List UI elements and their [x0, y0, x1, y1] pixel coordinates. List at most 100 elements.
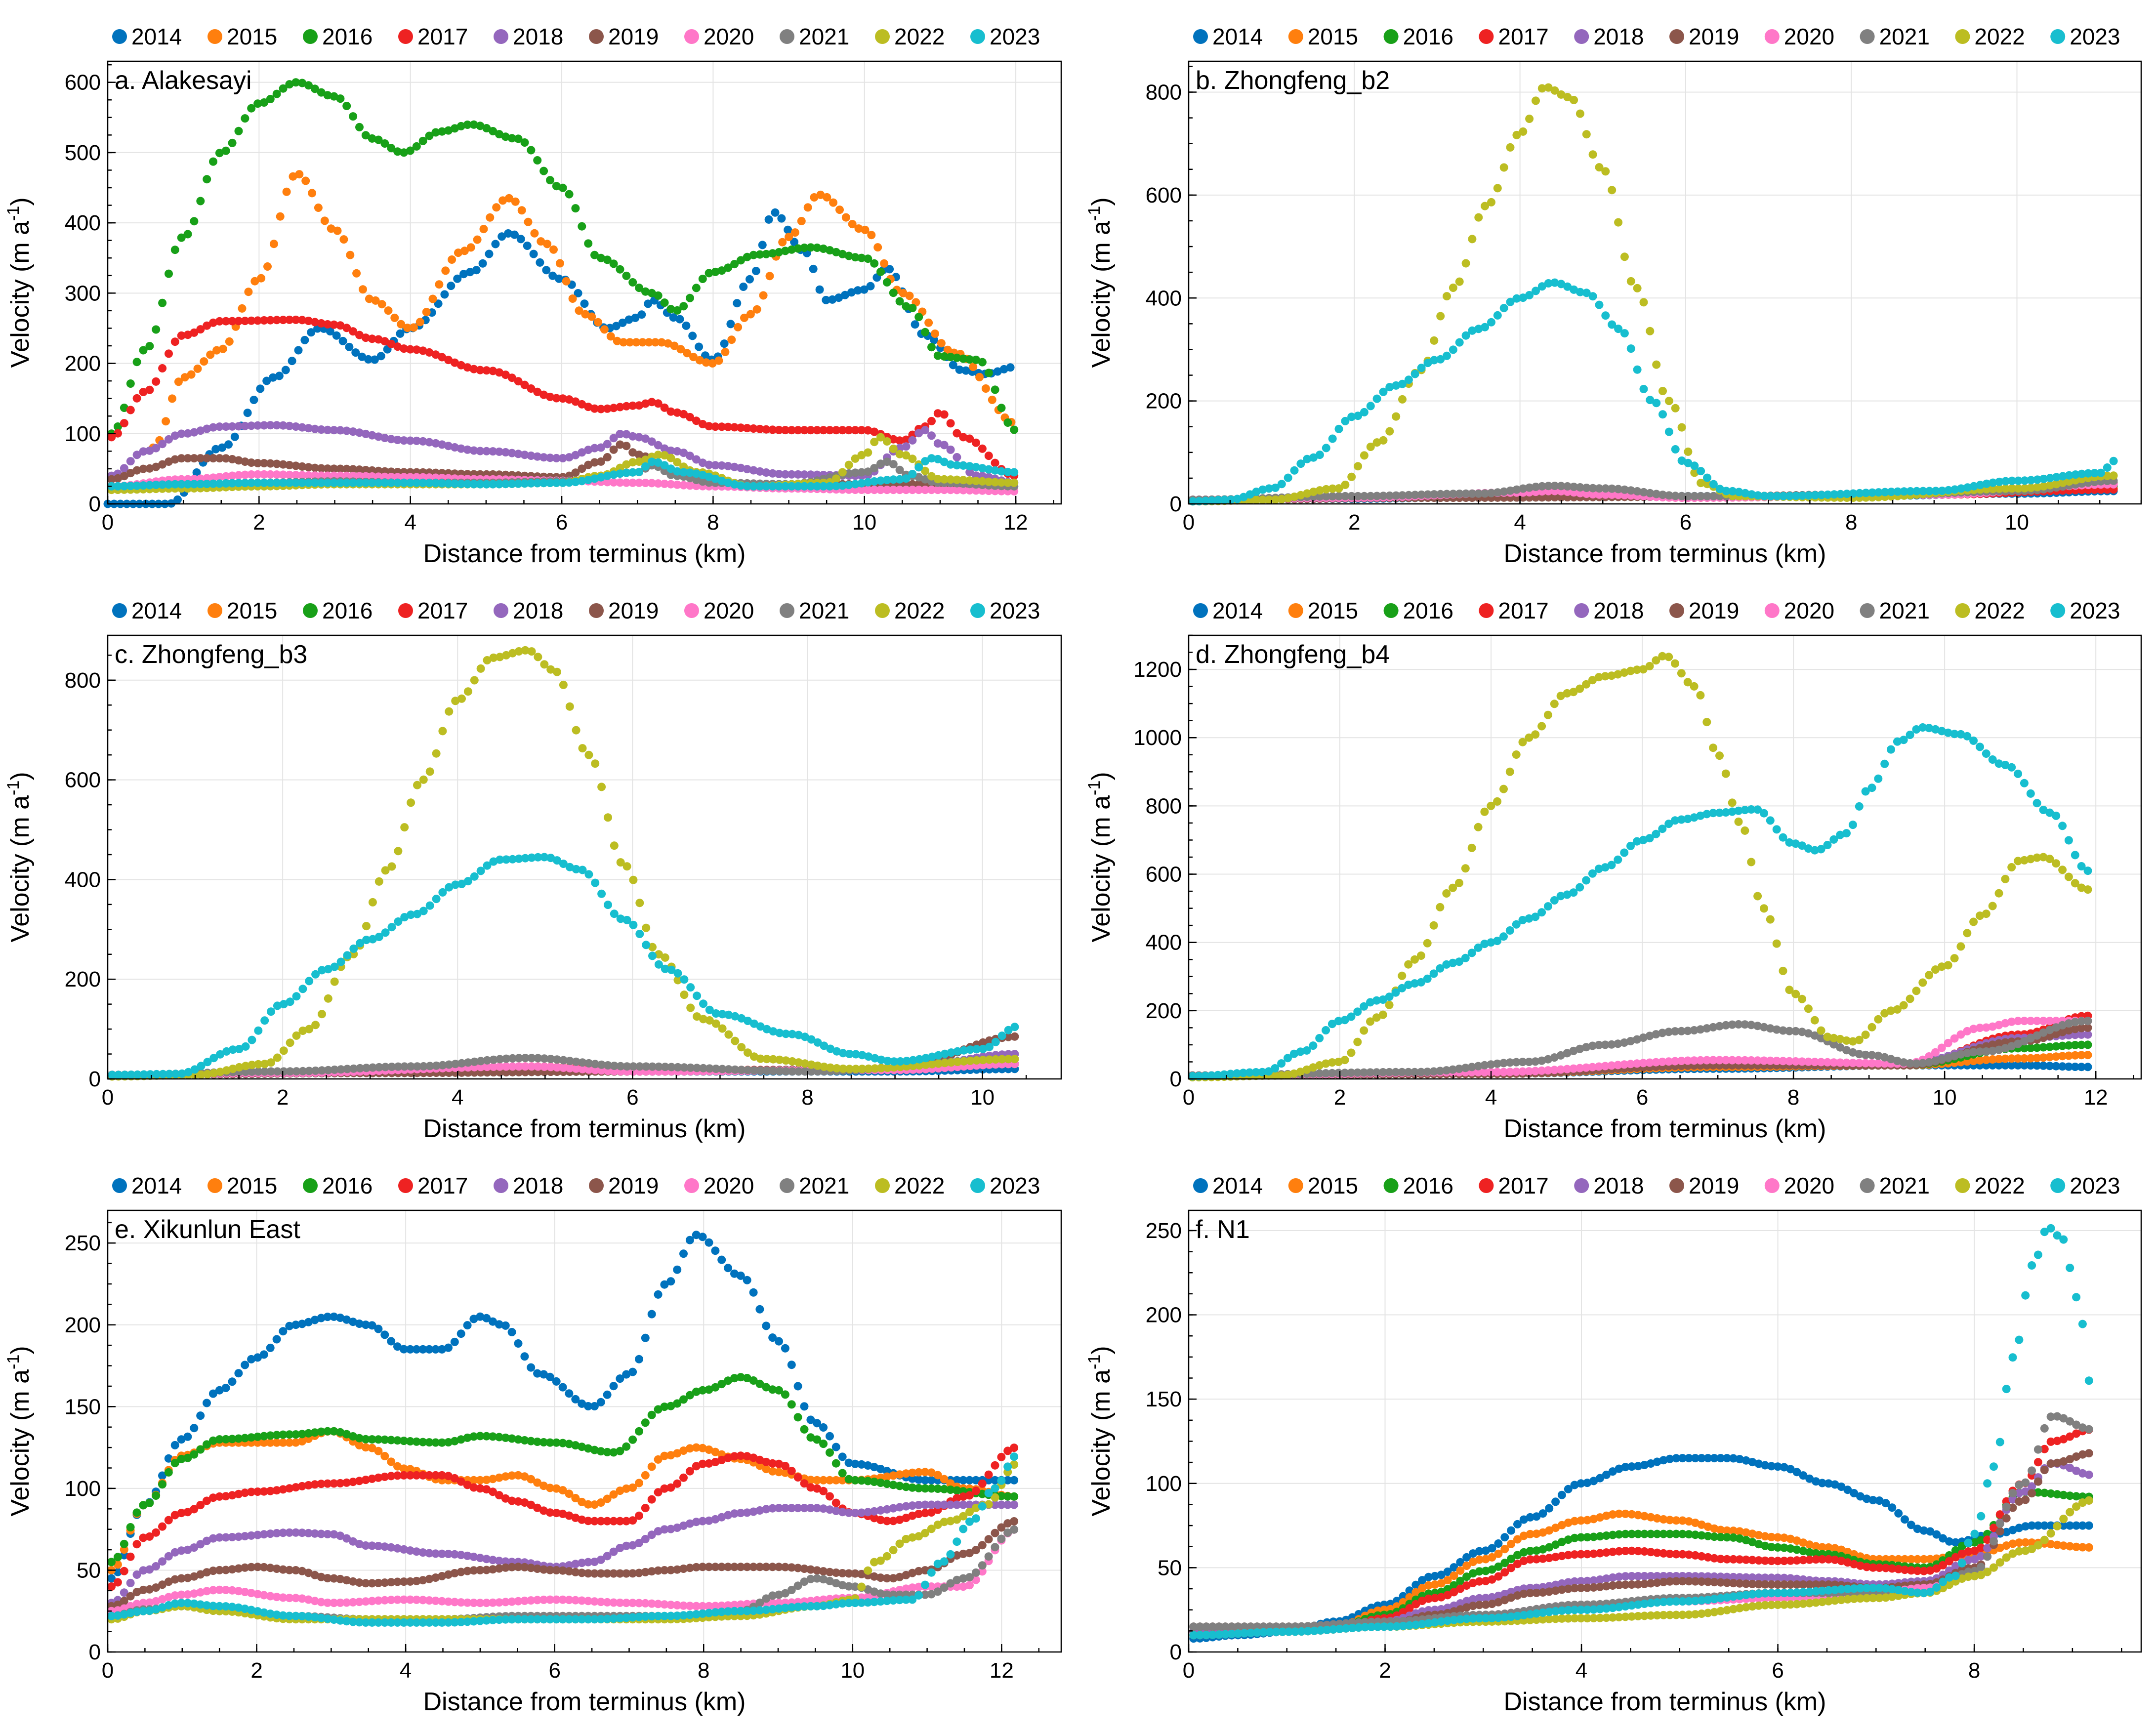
data-point-2017 — [730, 423, 739, 432]
data-point-2018 — [342, 426, 351, 435]
data-point-2017 — [755, 424, 764, 433]
legend: 2014 2015 2016 2017 2018 2019 2020 2021 2022 2023 — [112, 24, 1040, 49]
data-point-2016 — [660, 298, 669, 307]
data-point-2016 — [558, 183, 567, 192]
data-point-2022 — [673, 458, 682, 467]
y-axis-title-end: ) — [1087, 197, 1116, 206]
data-point-2022 — [400, 823, 409, 832]
data-point-2023 — [387, 478, 396, 487]
data-point-2022 — [832, 474, 840, 483]
data-point-2023 — [609, 470, 618, 479]
data-point-2016 — [393, 147, 402, 156]
data-point-2015 — [790, 228, 799, 237]
data-point-2016 — [870, 259, 879, 268]
data-point-2014 — [746, 275, 754, 284]
legend-marker-2014 — [112, 603, 127, 618]
data-point-2023 — [349, 478, 358, 487]
data-point-2017 — [806, 426, 815, 435]
data-point-2022 — [1003, 478, 1012, 487]
data-point-2014 — [701, 351, 709, 360]
data-point-2022 — [387, 862, 396, 871]
data-point-2015 — [269, 240, 278, 248]
data-point-2018 — [120, 464, 128, 473]
data-point-2019 — [635, 451, 644, 459]
data-point-2023 — [597, 889, 606, 898]
data-point-2018 — [374, 432, 383, 441]
data-point-2017 — [291, 315, 300, 324]
data-point-2016 — [451, 124, 459, 133]
data-point-2016 — [711, 267, 720, 276]
legend-marker-2015 — [207, 603, 222, 618]
data-point-2023 — [533, 479, 542, 488]
data-point-2017 — [476, 366, 485, 374]
data-point-2017 — [355, 330, 364, 339]
data-point-2022 — [394, 847, 403, 856]
data-point-2021 — [857, 468, 866, 477]
y-tick-label: 600 — [65, 71, 101, 95]
data-point-2016 — [209, 157, 217, 166]
data-point-2018 — [635, 433, 644, 442]
data-point-2016 — [412, 142, 421, 151]
data-point-2023 — [1277, 480, 1286, 489]
legend-label-2014: 2014 — [131, 598, 182, 623]
data-point-2019 — [596, 457, 605, 466]
legend-marker-2019 — [1669, 29, 1684, 44]
data-point-2014 — [326, 327, 334, 336]
data-point-2022 — [432, 749, 441, 758]
legend-marker-2015 — [1288, 29, 1303, 44]
data-point-2018 — [647, 437, 656, 446]
data-point-2016 — [724, 263, 733, 272]
data-point-2018 — [660, 444, 669, 453]
data-point-2015 — [969, 363, 978, 371]
legend-marker-2023 — [2050, 29, 2066, 44]
data-point-2014 — [853, 286, 862, 295]
data-point-2018 — [387, 435, 396, 444]
data-point-2016 — [889, 289, 898, 297]
data-point-2017 — [361, 333, 370, 342]
data-point-2018 — [234, 422, 243, 431]
data-point-2022 — [553, 667, 561, 676]
data-point-2023 — [1499, 304, 1508, 313]
y-axis-title-end: ) — [6, 772, 35, 780]
data-point-2020 — [253, 470, 262, 479]
data-point-2015 — [218, 344, 227, 353]
data-point-2018 — [495, 447, 503, 456]
data-point-2019 — [196, 454, 205, 463]
data-point-2022 — [622, 862, 631, 871]
data-point-2022 — [908, 454, 917, 463]
data-point-2014 — [624, 315, 633, 324]
data-point-2014 — [376, 352, 385, 361]
data-point-2023 — [1404, 375, 1413, 384]
data-point-2022 — [882, 437, 891, 446]
data-point-2017 — [711, 422, 720, 431]
data-point-2017 — [641, 399, 650, 408]
data-point-2023 — [699, 999, 707, 1008]
data-point-2022 — [1664, 397, 1673, 406]
data-point-2014 — [955, 365, 964, 374]
data-point-2015 — [714, 356, 723, 365]
data-point-2015 — [187, 370, 196, 379]
data-point-2017 — [533, 387, 542, 396]
data-point-2023 — [215, 479, 224, 488]
data-point-2022 — [1588, 150, 1597, 159]
data-point-2023 — [145, 481, 154, 490]
data-point-2023 — [565, 478, 574, 487]
data-point-2023 — [1410, 370, 1419, 378]
data-point-2018 — [921, 426, 930, 435]
legend-label-2018: 2018 — [513, 598, 563, 623]
data-point-2019 — [628, 448, 637, 457]
data-point-2023 — [1328, 434, 1337, 443]
data-point-2020 — [908, 486, 917, 495]
data-point-2016 — [876, 267, 885, 276]
data-point-2022 — [680, 990, 689, 999]
data-point-2015 — [581, 310, 590, 319]
legend-marker-2017 — [398, 29, 413, 44]
data-point-2016 — [482, 124, 491, 132]
data-point-2017 — [520, 380, 529, 389]
data-point-2018 — [260, 421, 268, 430]
data-point-2018 — [482, 447, 491, 455]
data-point-2017 — [272, 316, 281, 325]
data-point-2022 — [457, 694, 466, 703]
data-point-2020 — [965, 486, 974, 495]
data-point-2015 — [371, 296, 380, 305]
